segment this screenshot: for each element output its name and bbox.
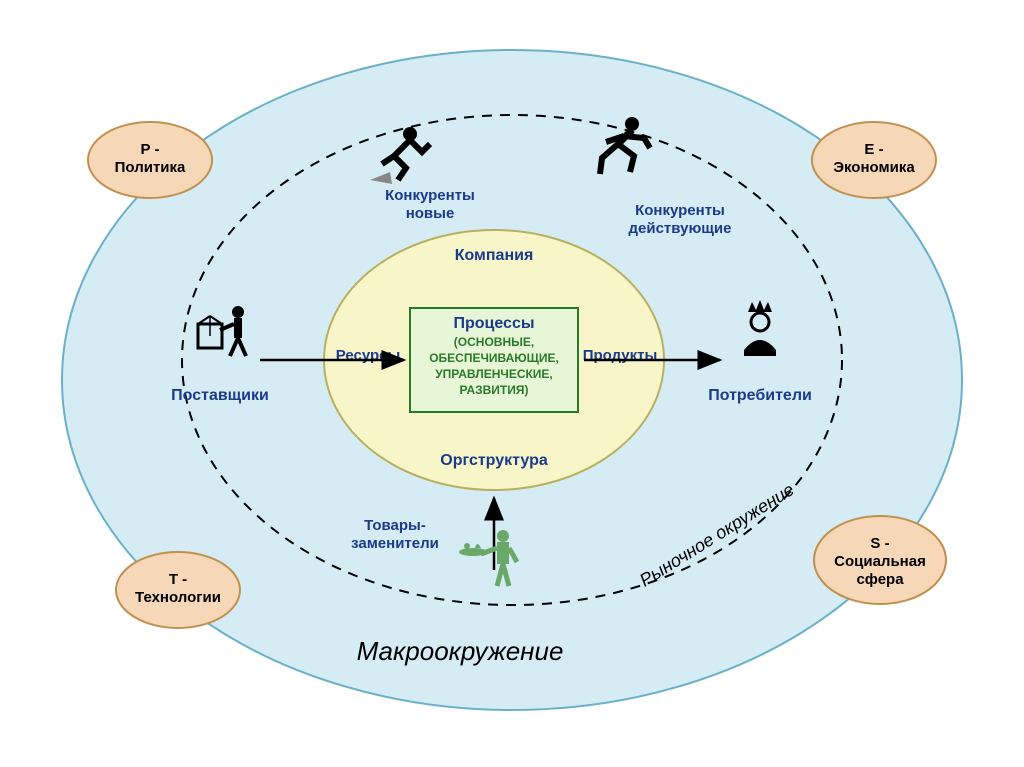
pest-t-l2: Технологии [135, 589, 221, 606]
process-box: Процессы (ОСНОВНЫЕ, ОБЕСПЕЧИВАЮЩИЕ, УПРА… [410, 308, 578, 412]
new-comp-l1: Конкуренты [385, 187, 475, 204]
process-l3: УПРАВЛЕНЧЕСКИЕ, [435, 367, 553, 381]
pest-s-l3: сфера [856, 571, 904, 588]
orgstructure-label: Оргструктура [440, 452, 548, 469]
process-l4: РАЗВИТИЯ) [460, 383, 529, 397]
macro-label: Макроокружение [357, 636, 564, 666]
pest-s: S - Социальная сфера [814, 516, 946, 604]
pest-e: E - Экономика [812, 122, 936, 198]
products-label: Продукты [583, 347, 658, 364]
pest-t: T - Технологии [116, 552, 240, 628]
pest-p: P - Политика [88, 122, 212, 198]
process-title: Процессы [453, 315, 534, 332]
company-label: Компания [455, 247, 534, 264]
resources-label: Ресурсы [336, 347, 401, 364]
subst-l2: заменители [351, 535, 439, 552]
pest-e-l2: Экономика [833, 159, 915, 176]
pest-s-l1: S - [870, 535, 889, 552]
act-comp-l2: действующие [629, 220, 732, 237]
process-l1: (ОСНОВНЫЕ, [454, 335, 534, 349]
consumers-label: Потребители [708, 387, 812, 404]
new-comp-l2: новые [406, 205, 455, 222]
suppliers-label: Поставщики [171, 387, 269, 404]
pest-p-l1: P - [141, 141, 160, 158]
act-comp-l1: Конкуренты [635, 202, 725, 219]
pest-p-l2: Политика [115, 159, 186, 176]
subst-l1: Товары- [364, 517, 426, 534]
pest-t-l1: T - [169, 571, 187, 588]
pest-s-l2: Социальная [834, 553, 926, 570]
pest-e-l1: E - [864, 141, 883, 158]
process-l2: ОБЕСПЕЧИВАЮЩИЕ, [429, 351, 559, 365]
